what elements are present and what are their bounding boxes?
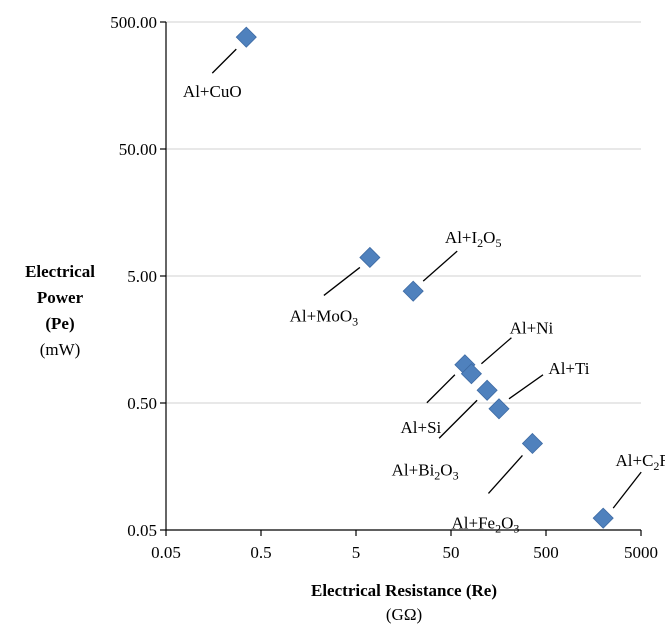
point-labels: Al+CuO Al+MoO3 Al+I2O5 Al+Si Al+Ni Al+Bi2O3 Al…: [183, 82, 665, 535]
data-point-marker: [476, 379, 498, 401]
data-point-label: Al+I2O5: [445, 228, 502, 250]
x-tick-labels: 0.05 0.5 5 50 500 5000: [151, 530, 658, 562]
data-point-label: Al+Ni: [510, 319, 554, 338]
data-point-label: Al+Si: [400, 418, 441, 437]
leader-lines: [211, 48, 642, 509]
y-axis-unit: (mW): [40, 340, 81, 359]
leader-line: [426, 374, 456, 404]
data-point-marker: [488, 398, 510, 420]
data-point-marker: [592, 507, 614, 529]
leader-line: [508, 374, 544, 400]
x-tick-label: 0.5: [250, 543, 271, 562]
data-point-label: Al+Fe2O3: [452, 513, 520, 535]
data-point-label: Al+MoO3: [290, 306, 358, 328]
y-tick-labels: 0.05 0.50 5.00 50.00 500.00: [110, 13, 166, 540]
y-tick-label: 500.00: [110, 13, 157, 32]
data-point-label: Al+Bi2O3: [392, 460, 459, 482]
y-tick-label: 5.00: [127, 267, 157, 286]
x-tick-label: 0.05: [151, 543, 181, 562]
data-point-marker: [359, 246, 381, 269]
y-axis-title-line-2: Power: [37, 288, 84, 307]
y-axis-title-line-3: (Pe): [45, 314, 74, 333]
leader-line: [323, 266, 361, 296]
leader-line: [612, 471, 642, 509]
leader-line: [211, 48, 237, 74]
x-tick-label: 5: [352, 543, 361, 562]
data-point-marker: [402, 280, 424, 302]
gridlines: [166, 21, 641, 404]
data-point-marker: [235, 26, 257, 48]
x-tick-label: 50: [443, 543, 460, 562]
data-point-label: Al+CuO: [183, 82, 242, 101]
leader-line: [438, 399, 478, 439]
y-tick-label: 0.50: [127, 394, 157, 413]
leader-line: [480, 337, 512, 365]
x-tick-label: 500: [533, 543, 559, 562]
leader-line: [422, 250, 458, 282]
x-axis-unit: (GΩ): [386, 605, 422, 624]
data-point-marker: [460, 363, 482, 385]
data-point-marker: [521, 432, 544, 455]
leader-line: [487, 455, 523, 494]
x-axis-title: Electrical Resistance (Re): [311, 581, 497, 600]
y-tick-label: 0.05: [127, 521, 157, 540]
y-tick-label: 50.00: [119, 140, 157, 159]
y-axis-title-line-1: Electrical: [25, 262, 95, 281]
data-point-label: Al+Ti: [548, 359, 589, 378]
x-tick-label: 5000: [624, 543, 658, 562]
data-points: [235, 26, 614, 529]
data-point-label: Al+C2F4: [615, 451, 665, 473]
